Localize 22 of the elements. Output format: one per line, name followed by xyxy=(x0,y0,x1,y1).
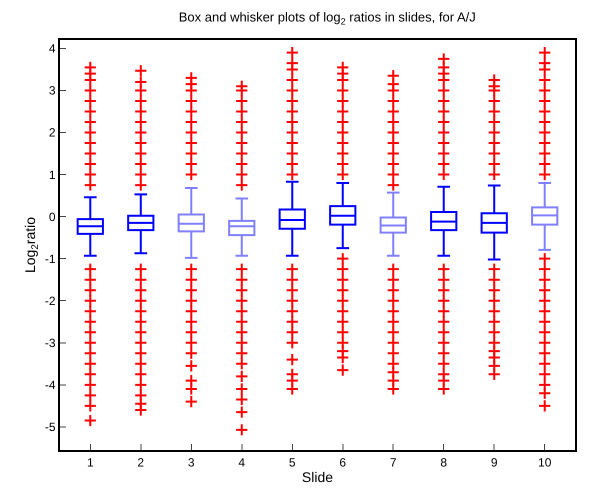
chart-title: Box and whisker plots of log$_{2}$ ratios in slides, for A/J xyxy=(178,10,476,26)
x-tick-label: 9 xyxy=(490,455,498,470)
x-tick-label: 5 xyxy=(288,455,296,470)
y-tick-label: -2 xyxy=(44,294,56,308)
y-tick-label: -5 xyxy=(44,420,56,434)
y-tick-label: 1 xyxy=(48,168,56,182)
y-tick-label: -3 xyxy=(44,336,56,350)
y-tick-label: 4 xyxy=(48,42,56,56)
x-tick-label: 2 xyxy=(137,455,144,470)
x-tick-label: 4 xyxy=(238,455,246,470)
x-tick-label: 10 xyxy=(538,455,552,470)
x-tick-label: 1 xyxy=(86,455,94,470)
y-tick-label: 3 xyxy=(48,84,56,98)
x-tick-label: 6 xyxy=(339,455,346,470)
x-tick-label: 3 xyxy=(188,455,195,470)
x-tick-label: 7 xyxy=(390,455,397,470)
y-tick-label: 2 xyxy=(48,126,56,140)
y-tick-label: -4 xyxy=(44,378,56,392)
x-axis-title: Slide xyxy=(302,469,334,486)
y-tick-label: -1 xyxy=(44,252,56,266)
y-tick-label: 0 xyxy=(48,210,56,224)
x-tick-label: 8 xyxy=(440,455,448,470)
